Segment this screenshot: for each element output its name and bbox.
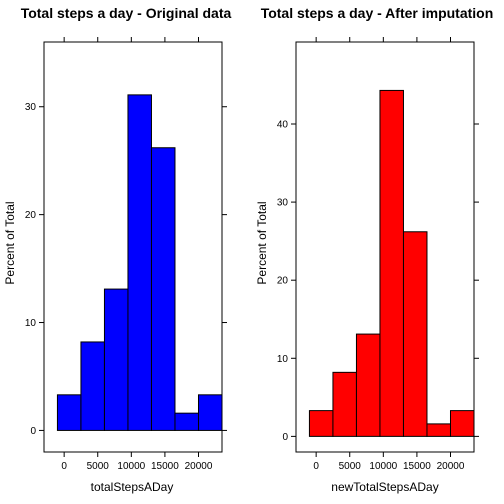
y-axis-label: Percent of Total (3, 201, 17, 284)
histogram-bar (426, 423, 451, 437)
x-tick-label: 15000 (151, 461, 179, 472)
chart-title: Total steps a day - Original data (21, 5, 232, 21)
chart-title: Total steps a day - After imputation (261, 5, 494, 21)
histogram-bar (174, 412, 199, 431)
y-tick-label: 30 (277, 198, 289, 209)
x-axis-label: newTotalStepsADay (331, 480, 438, 494)
y-tick-label: 20 (277, 276, 289, 287)
y-tick-label: 40 (277, 120, 289, 131)
histogram-bar (449, 410, 475, 437)
histogram-bar (332, 371, 357, 437)
histogram-bar (197, 394, 223, 431)
x-tick-label: 10000 (369, 461, 397, 472)
x-tick-label: 0 (313, 461, 319, 472)
plot-frame (43, 41, 223, 453)
y-tick-label: 0 (30, 426, 36, 437)
y-tick-label: 0 (282, 432, 288, 443)
histogram-bar (308, 410, 334, 437)
histogram-bar (379, 89, 404, 437)
y-axis-label: Percent of Total (255, 201, 269, 284)
x-tick-label: 10000 (117, 461, 145, 472)
y-tick-label: 10 (277, 354, 289, 365)
histogram-bar (402, 231, 428, 437)
histogram-bar (80, 341, 105, 431)
x-tick-label: 5000 (339, 461, 362, 472)
plot-frame (295, 41, 475, 453)
histogram-bar (355, 333, 381, 437)
x-tick-label: 15000 (403, 461, 431, 472)
y-tick-label: 30 (25, 102, 37, 113)
y-tick-label: 10 (25, 318, 37, 329)
x-tick-label: 20000 (185, 461, 213, 472)
y-tick-label: 20 (25, 210, 37, 221)
histogram-panel-original: Total steps a day - Original data totalS… (3, 5, 231, 494)
x-tick-label: 5000 (87, 461, 110, 472)
histogram-bar (150, 147, 176, 431)
histogram-bar (103, 288, 129, 431)
histogram-panel-imputed: Total steps a day - After imputation new… (255, 5, 493, 494)
histogram-bar (56, 394, 82, 431)
x-tick-label: 0 (61, 461, 67, 472)
x-axis-label: totalStepsADay (91, 480, 174, 494)
x-tick-label: 20000 (437, 461, 465, 472)
histogram-bar (127, 94, 152, 431)
